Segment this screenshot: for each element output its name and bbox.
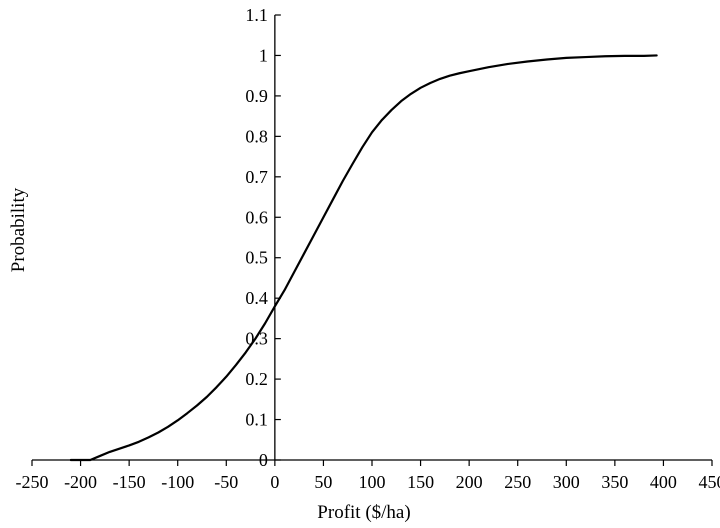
- cdf-series-line: [69, 54, 658, 462]
- y-tick-label: 0.9: [245, 86, 268, 106]
- x-tick-label: 350: [601, 472, 628, 492]
- x-tick-label: -150: [113, 472, 146, 492]
- x-axis-title: Profit ($/ha): [317, 502, 410, 523]
- x-tick-label: 150: [407, 472, 434, 492]
- y-tick-label: 0.2: [245, 369, 268, 389]
- x-tick-label: 0: [270, 472, 279, 492]
- y-tick-label: 1: [259, 45, 268, 65]
- series-layer: [69, 54, 658, 462]
- x-tick-label: -200: [64, 472, 97, 492]
- x-tick-label: 100: [359, 472, 386, 492]
- x-tick-label: -100: [161, 472, 194, 492]
- y-tick-label: 0.5: [245, 248, 268, 268]
- x-tick-label: 300: [553, 472, 580, 492]
- x-tick-label: -50: [214, 472, 238, 492]
- x-tick-label: 250: [504, 472, 531, 492]
- y-tick-label: 0: [259, 450, 268, 470]
- y-tick-label: 0.1: [245, 410, 268, 430]
- x-axis-ticks: -250 -200 -150 -100 -50 0 50 100 150 200 250 300 350…: [16, 460, 720, 492]
- y-tick-label: 1.1: [245, 5, 268, 25]
- x-tick-label: 200: [456, 472, 483, 492]
- x-tick-label: 50: [314, 472, 332, 492]
- x-tick-label: 450: [699, 472, 720, 492]
- y-axis-title: Probability: [8, 187, 29, 272]
- y-tick-label: 0.8: [245, 126, 268, 146]
- x-tick-label: -250: [16, 472, 49, 492]
- y-axis-ticks: 00.10.20.30.40.50.60.70.80.911.1: [245, 5, 281, 470]
- y-tick-label: 0.6: [245, 207, 268, 227]
- y-tick-label: 0.7: [245, 167, 268, 187]
- plot-axes: [32, 15, 712, 461]
- x-tick-label: 400: [650, 472, 677, 492]
- y-tick-label: 0.4: [245, 288, 268, 308]
